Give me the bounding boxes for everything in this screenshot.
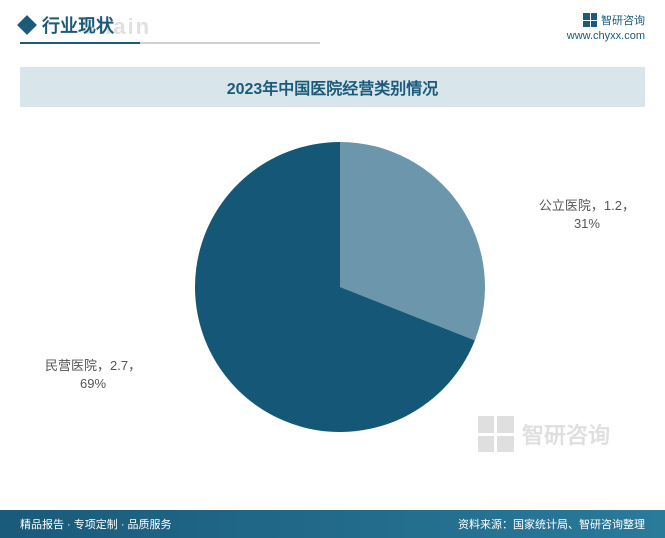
page-section-title: 行业现状 [42, 12, 114, 38]
label-percent: 31% [574, 216, 600, 231]
brand-grid-icon [583, 13, 597, 27]
brand-name: 智研咨询 [601, 12, 645, 28]
slice-label-private: 民营医院，2.7， 69% [45, 357, 141, 393]
brand-url: www.chyxx.com [567, 30, 645, 42]
chart-title: 2023年中国医院经营类别情况 [227, 81, 439, 98]
header: 行业现状 Chain 智研咨询 www.chyxx.com [0, 0, 665, 42]
label-percent: 69% [80, 376, 106, 391]
chart-title-bar: 2023年中国医院经营类别情况 [20, 67, 645, 107]
brand-row: 智研咨询 [567, 12, 645, 28]
watermark-logo: 智研咨询 [478, 416, 610, 452]
label-text: 公立医院，1.2， [539, 198, 635, 213]
chart-area: 公立医院，1.2， 31% 民营医院，2.7， 69% 智研咨询 [0, 107, 665, 487]
pie-chart [195, 142, 485, 437]
watermark-grid-icon [478, 416, 514, 452]
slice-label-public: 公立医院，1.2， 31% [539, 197, 635, 233]
header-left: 行业现状 Chain [20, 12, 114, 38]
diamond-icon [17, 15, 37, 35]
header-underline [20, 42, 320, 44]
footer-left: 精品报告 · 专项定制 · 品质服务 [20, 516, 172, 532]
footer-right: 资料来源：国家统计局、智研咨询整理 [458, 516, 645, 532]
watermark-brand-text: 智研咨询 [522, 418, 610, 450]
label-text: 民营医院，2.7， [45, 358, 141, 373]
header-right: 智研咨询 www.chyxx.com [567, 12, 645, 42]
footer-bar: 精品报告 · 专项定制 · 品质服务 资料来源：国家统计局、智研咨询整理 [0, 510, 665, 538]
